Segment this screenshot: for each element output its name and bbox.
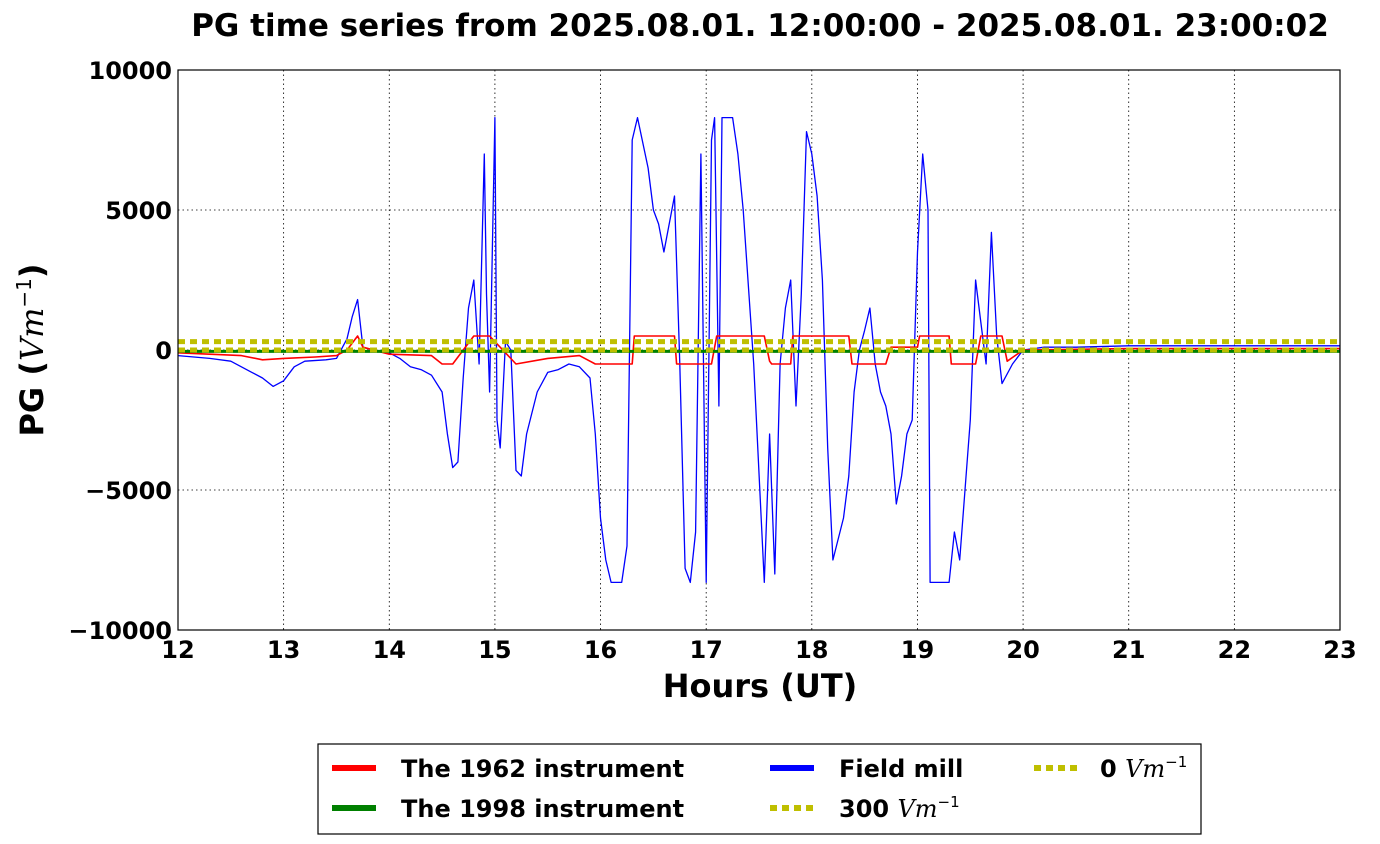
series-line-field-mill	[177, 116, 1340, 584]
y-axis-label-exp: −1	[12, 278, 36, 307]
legend: The 1962 instrument The 1998 instrument …	[317, 743, 1202, 835]
legend-label-0: 0 Vm−1	[1100, 753, 1187, 783]
plot-frame	[177, 69, 1341, 631]
x-tick-label: 14	[373, 636, 406, 664]
y-tick-label: 10000	[89, 57, 173, 85]
x-tick-label: 23	[1323, 636, 1356, 664]
x-tick-label: 21	[1112, 636, 1145, 664]
y-tick-label: −10000	[68, 617, 172, 645]
legend-label-300-unit: Vm	[897, 795, 937, 823]
legend-label-1998: The 1998 instrument	[401, 795, 684, 823]
legend-label-0-value: 0	[1100, 755, 1125, 783]
y-tick-label: 0	[155, 337, 172, 365]
x-tick-label: 16	[584, 636, 617, 664]
chart-title: PG time series from 2025.08.01. 12:00:00…	[191, 8, 1329, 44]
legend-box	[317, 743, 1202, 835]
x-tick-label: 17	[689, 636, 722, 664]
y-axis-label: PG (Vm−1)	[12, 263, 51, 436]
y-tick-label: −5000	[85, 477, 172, 505]
plot-area	[177, 116, 1340, 584]
legend-label-1962: The 1962 instrument	[401, 755, 684, 783]
legend-label-0-unit: Vm	[1125, 755, 1165, 783]
y-axis-label-unit: Vm	[13, 308, 51, 361]
x-tick-labels: 12 13 14 15 16 17 18 19 20 21 22 23	[161, 636, 1356, 664]
x-tick-label: 18	[795, 636, 828, 664]
x-axis-label: Hours (UT)	[663, 667, 858, 705]
legend-label-0-exp: −1	[1165, 753, 1187, 771]
y-axis-label-prefix: PG (	[13, 361, 51, 436]
legend-label-300-value: 300	[839, 795, 897, 823]
legend-label-300-exp: −1	[938, 793, 960, 811]
legend-label-300: 300 Vm−1	[839, 793, 960, 823]
x-tick-label: 13	[267, 636, 300, 664]
x-tick-label: 20	[1006, 636, 1039, 664]
x-tick-label: 22	[1218, 636, 1251, 664]
legend-label-field-mill: Field mill	[839, 755, 963, 783]
x-tick-label: 12	[161, 636, 194, 664]
y-axis-label-suffix: )	[13, 263, 51, 278]
y-tick-labels: −10000 −5000 0 5000 10000	[68, 57, 172, 645]
y-tick-label: 5000	[105, 197, 172, 225]
x-tick-label: 15	[478, 636, 511, 664]
x-tick-label: 19	[901, 636, 934, 664]
